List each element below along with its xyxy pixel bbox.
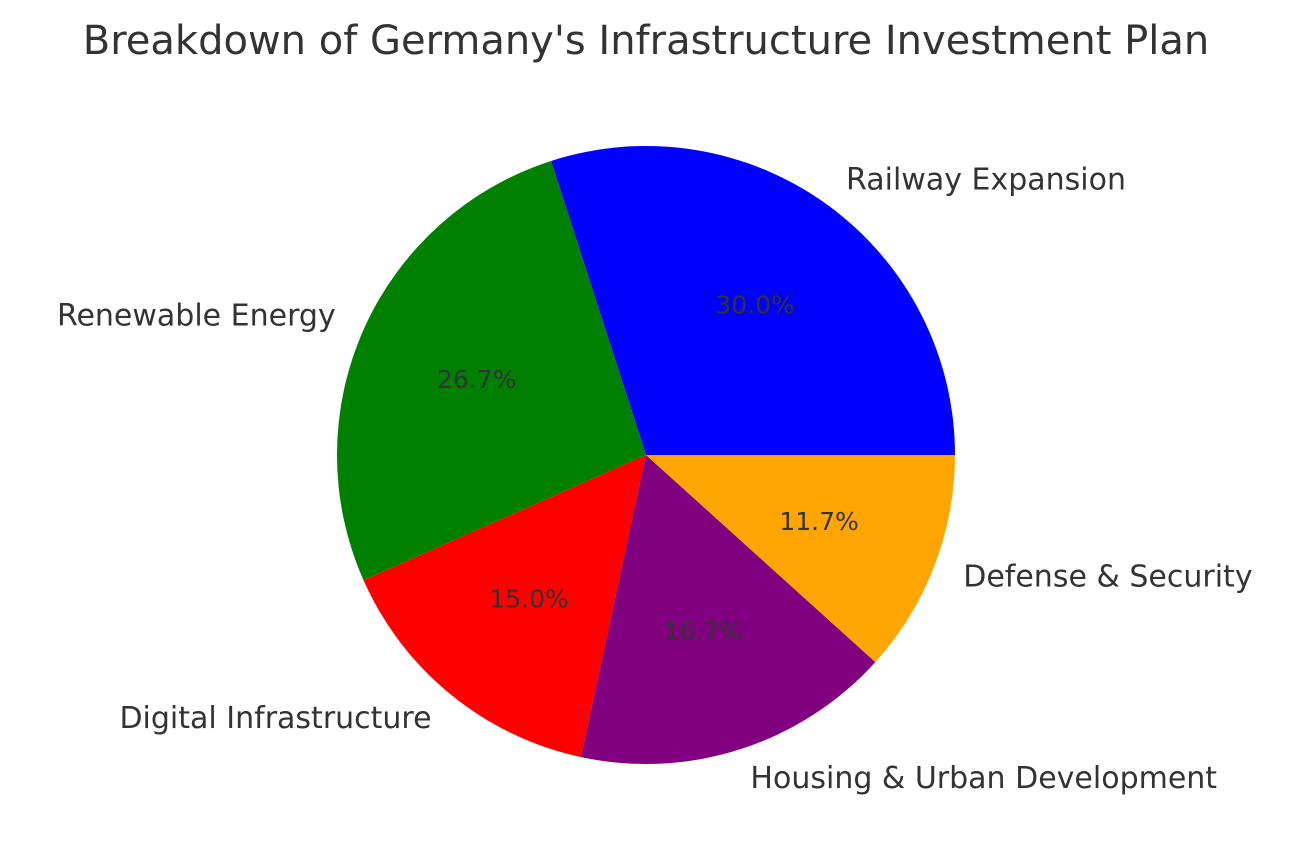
slice-label-housing-and-urban-development: Housing & Urban Development [750, 761, 1217, 796]
chart-title: Breakdown of Germany's Infrastructure In… [83, 18, 1209, 64]
percent-label-renewable-energy: 26.7% [437, 365, 516, 394]
pie-slice-housing-and-urban-development [581, 455, 876, 764]
percent-labels: 30.0% 26.7% 15.0% 16.7% 11.7% [437, 291, 859, 646]
pie-slice-defense-and-security [646, 455, 955, 663]
pie-slice-railway-expansion [551, 146, 955, 455]
slice-labels: Railway Expansion Renewable Energy Digital… [57, 163, 1253, 796]
slice-label-defense-and-security: Defense & Security [963, 560, 1252, 595]
percent-label-housing-and-urban-development: 16.7% [663, 617, 742, 646]
percent-label-defense-and-security: 11.7% [779, 507, 858, 536]
percent-label-digital-infrastructure: 15.0% [489, 584, 568, 613]
slice-label-digital-infrastructure: Digital Infrastructure [119, 701, 431, 736]
pie-slice-renewable-energy [336, 160, 646, 581]
pie-slice-digital-infrastructure [363, 455, 646, 758]
pie-slices [336, 146, 955, 764]
percent-label-railway-expansion: 30.0% [715, 291, 794, 320]
slice-label-renewable-energy: Renewable Energy [57, 299, 336, 334]
slice-label-railway-expansion: Railway Expansion [846, 163, 1126, 198]
